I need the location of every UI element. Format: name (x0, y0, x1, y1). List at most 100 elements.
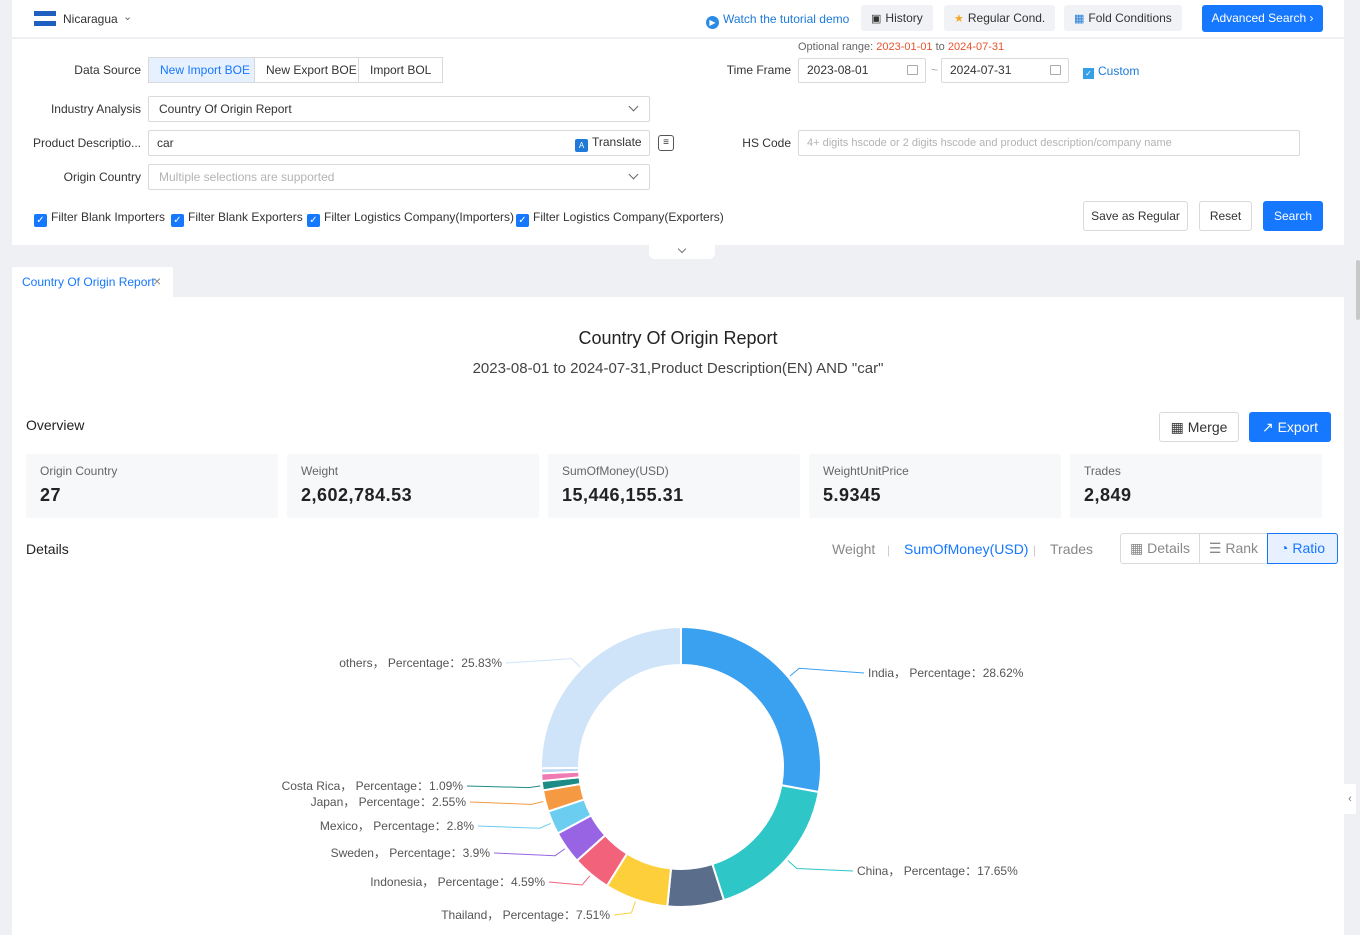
data-source-label: Data Source (74, 63, 141, 77)
pie-slice-india[interactable] (680, 625, 822, 794)
collapse-panel-toggle[interactable] (649, 244, 715, 259)
history-label: History (885, 11, 923, 25)
slice-label-others: others， Percentage：25.83% (339, 656, 502, 670)
calendar-icon (907, 65, 918, 75)
optional-range: Optional range: 2023-01-01 to 2024-07-31 (798, 41, 1004, 53)
side-panel-toggle[interactable]: ‹ (1344, 784, 1356, 814)
chevron-right-icon: › (1309, 11, 1314, 25)
pie-slice-others[interactable] (540, 625, 682, 770)
scrollbar-thumb[interactable] (1356, 260, 1360, 320)
fold-conditions-button[interactable]: ▦ Fold Conditions (1064, 5, 1182, 31)
label-leader-line (466, 785, 541, 789)
overview-card-weight: Weight 2,602,784.53 (287, 454, 539, 518)
nicaragua-flag-icon[interactable] (34, 11, 56, 26)
card-value: 15,446,155.31 (562, 485, 684, 505)
card-label: Weight (301, 464, 339, 478)
hs-code-input[interactable]: 4+ digits hscode or 2 digits hscode and … (798, 130, 1300, 156)
filter-logistics-exporters-checkbox[interactable]: ✓ Filter Logistics Company(Exporters) (516, 210, 724, 227)
tutorial-link[interactable]: ▶ Watch the tutorial demo (706, 12, 849, 29)
overview-heading: Overview (26, 417, 85, 433)
view-details-button[interactable]: ▦ Details (1121, 534, 1200, 563)
card-label: SumOfMoney(USD) (562, 464, 669, 478)
regular-cond-button[interactable]: ★ Regular Cond. (944, 5, 1056, 31)
keyword-helper-icon[interactable]: ≡ (658, 135, 674, 151)
overview-card-trades: Trades 2,849 (1070, 454, 1322, 518)
label-leader-line (493, 848, 566, 857)
metric-trades[interactable]: Trades (1050, 541, 1094, 557)
metric-sum-of-money[interactable]: SumOfMoney(USD) (904, 541, 1029, 557)
end-date-input[interactable]: 2024-07-31 (941, 58, 1069, 83)
close-icon[interactable]: × (153, 273, 162, 289)
export-button[interactable]: ↗ Export (1249, 412, 1331, 442)
card-value: 2,602,784.53 (301, 485, 413, 505)
label-leader-line (469, 800, 544, 805)
card-label: WeightUnitPrice (823, 464, 909, 478)
origin-ratio-donut-chart: India， Percentage：28.62% China， Percentag… (282, 625, 1024, 922)
history-icon: ▣ (871, 13, 882, 25)
advanced-search-button[interactable]: Advanced Search › (1202, 5, 1323, 32)
metric-weight[interactable]: Weight (832, 541, 876, 557)
industry-analysis-select[interactable]: Country Of Origin Report (148, 96, 650, 122)
tutorial-label: Watch the tutorial demo (723, 12, 850, 26)
star-icon: ★ (954, 13, 964, 25)
reset-button[interactable]: Reset (1199, 201, 1252, 231)
metric-separator: | (887, 543, 891, 557)
merge-button[interactable]: ▦ Merge (1159, 412, 1239, 442)
label-leader-line (505, 658, 581, 668)
merge-icon: ▦ (1170, 419, 1184, 435)
report-subtitle: 2023-08-01 to 2024-07-31,Product Descrip… (472, 360, 884, 377)
source-new-export-boe[interactable]: New Export BOE (254, 57, 369, 83)
label-leader-line (477, 822, 551, 829)
end-date-value: 2024-07-31 (950, 63, 1012, 77)
card-value: 2,849 (1084, 485, 1132, 505)
fold-conditions-label: Fold Conditions (1088, 11, 1172, 25)
slice-label-india: India， Percentage：28.62% (868, 666, 1024, 680)
card-label: Origin Country (40, 464, 118, 478)
checkbox-checked-icon: ✓ (171, 214, 184, 227)
custom-date-button[interactable]: ✓ Custom (1083, 64, 1139, 79)
translate-label: Translate (592, 135, 642, 149)
chevron-down-icon[interactable]: ⌄ (123, 11, 133, 23)
slice-label-indonesia: Indonesia， Percentage：4.59% (370, 875, 545, 889)
start-date-input[interactable]: 2023-08-01 (798, 58, 926, 83)
translate-button[interactable]: A Translate (575, 135, 642, 152)
history-button[interactable]: ▣ History (861, 5, 933, 31)
card-label: Trades (1084, 464, 1121, 478)
merge-label: Merge (1187, 419, 1228, 435)
custom-icon: ✓ (1083, 68, 1094, 79)
product-description-value: car (157, 136, 174, 150)
save-as-regular-button[interactable]: Save as Regular (1083, 201, 1188, 231)
report-title: Country Of Origin Report (578, 328, 778, 348)
search-button[interactable]: Search (1263, 201, 1323, 231)
card-value: 27 (40, 485, 62, 505)
top-bar: Nicaragua ⌄ ▶ Watch the tutorial demo ▣ Hi… (12, 0, 1344, 38)
origin-country-select[interactable]: Multiple selections are supported (148, 164, 650, 190)
view-label: Rank (1225, 540, 1259, 556)
fold-icon: ▦ (1074, 13, 1085, 25)
slice-label-thailand: Thailand， Percentage：7.51% (441, 908, 610, 922)
checkbox-label: Filter Blank Importers (51, 210, 166, 224)
hs-code-label: HS Code (742, 136, 791, 150)
label-leader-line (548, 875, 591, 886)
country-selector[interactable]: Nicaragua (63, 12, 118, 26)
filter-blank-exporters-checkbox[interactable]: ✓ Filter Blank Exporters (171, 210, 303, 227)
filter-blank-importers-checkbox[interactable]: ✓ Filter Blank Importers (34, 210, 165, 227)
pie-slice-china[interactable] (711, 784, 820, 902)
filter-panel: Data Source New Import BOE New Export BO… (12, 39, 1344, 245)
tab-country-of-origin-report[interactable]: Country Of Origin Report × (12, 267, 173, 297)
view-ratio-button[interactable]: ◔ Ratio (1267, 533, 1338, 564)
source-new-import-boe[interactable]: New Import BOE (148, 57, 263, 83)
card-value: 5.9345 (823, 485, 882, 505)
label-leader-line (787, 860, 854, 872)
optional-range-to: to (935, 41, 945, 53)
play-icon: ▶ (706, 16, 719, 29)
start-date-value: 2023-08-01 (807, 63, 869, 77)
details-heading: Details (26, 541, 69, 557)
report-area: Country Of Origin Report 2023-08-01 to 2… (12, 297, 1344, 935)
source-import-bol[interactable]: Import BOL (358, 57, 444, 83)
view-toggle-group: ▦ Details ☰ Rank ◔ Ratio (1120, 533, 1338, 564)
view-rank-button[interactable]: ☰ Rank (1200, 534, 1267, 563)
product-description-label: Product Descriptio... (32, 136, 141, 150)
filter-logistics-importers-checkbox[interactable]: ✓ Filter Logistics Company(Importers) (307, 210, 514, 227)
product-description-input[interactable]: car (148, 130, 650, 156)
